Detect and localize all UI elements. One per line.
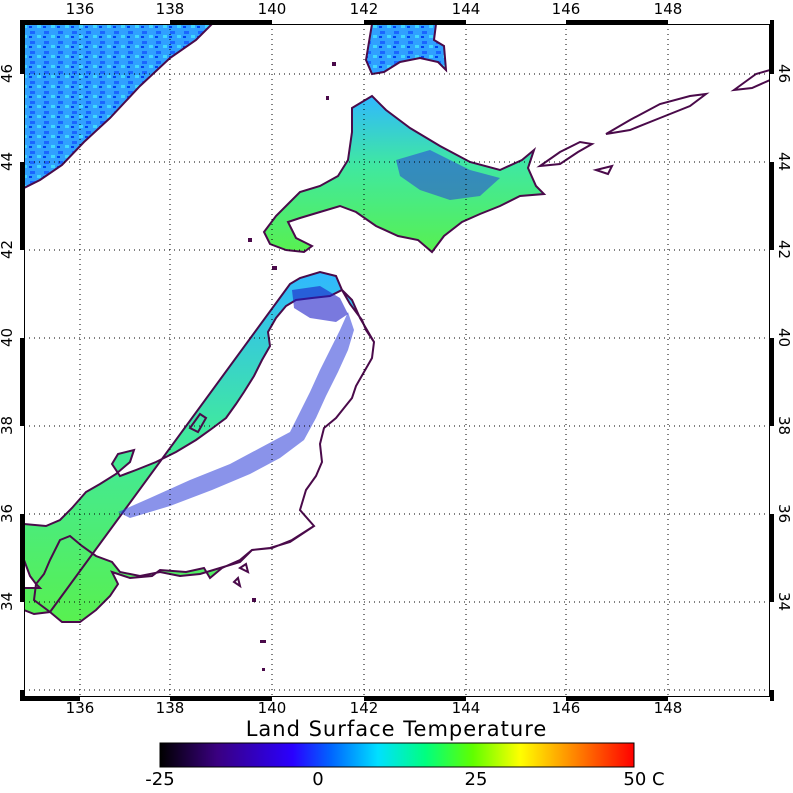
- graticule: [24, 24, 770, 697]
- left-lat-label-46: 46: [0, 63, 17, 84]
- kuril-island-3: [730, 68, 770, 92]
- right-lat-label-42: 42: [775, 239, 793, 260]
- small-island: [272, 266, 277, 270]
- north-honshu-cold: [292, 286, 348, 322]
- right-lat-label-34: 34: [775, 591, 793, 612]
- frame-tick-bars: [20, 20, 774, 701]
- colorbar-title: Land Surface Temperature: [245, 717, 548, 741]
- right-lat-label-46: 46: [775, 63, 793, 84]
- left-lat-label-34: 34: [0, 591, 17, 612]
- izu-island-1: [238, 562, 250, 574]
- izu-island-4: [260, 640, 266, 643]
- bottom-lon-label-140: 140: [257, 699, 287, 717]
- hokkaido-cold-patch: [396, 150, 500, 200]
- colorbar-label-zero: 0: [312, 769, 324, 790]
- bottom-lon-label-142: 142: [349, 699, 379, 717]
- izu-island-2: [232, 576, 242, 589]
- rebun-island: [326, 96, 329, 100]
- left-lat-label-44: 44: [0, 151, 17, 172]
- top-lon-label-142: 142: [349, 0, 379, 18]
- colorbar-label-max: 50 C: [623, 769, 665, 790]
- colorbar-label-25: 25: [464, 769, 488, 790]
- right-lat-label-44: 44: [775, 151, 793, 172]
- kuril-island-2: [605, 92, 710, 135]
- izu-island-3: [252, 598, 256, 602]
- bottom-lon-label-138: 138: [155, 699, 185, 717]
- left-lat-label-38: 38: [0, 415, 17, 436]
- top-lon-label-146: 146: [551, 0, 581, 18]
- right-lat-label-36: 36: [775, 503, 793, 524]
- top-lon-label-136: 136: [65, 0, 95, 18]
- kuril-island-4: [592, 164, 614, 176]
- honshu-landmass: [24, 270, 376, 623]
- colorbar: [159, 742, 635, 768]
- right-lat-label-38: 38: [775, 415, 793, 436]
- top-lon-label-140: 140: [257, 0, 287, 18]
- izu-island-5: [262, 668, 265, 671]
- bottom-lon-label-148: 148: [653, 699, 683, 717]
- bottom-lon-label-136: 136: [65, 699, 95, 717]
- kuril-island-1: [536, 140, 595, 168]
- sakhalin-landmass: [364, 24, 448, 76]
- honshu-cold-streak: [118, 312, 354, 518]
- colorbar-label-min: -25: [145, 769, 175, 790]
- right-lat-label-40: 40: [775, 327, 793, 348]
- left-lat-label-40: 40: [0, 327, 17, 348]
- bottom-lon-label-146: 146: [551, 699, 581, 717]
- left-lat-label-36: 36: [0, 503, 17, 524]
- mainland-asia-landmass: [24, 24, 214, 190]
- left-lat-label-42: 42: [0, 239, 17, 260]
- top-lon-label-144: 144: [451, 0, 481, 18]
- top-lon-label-138: 138: [155, 0, 185, 18]
- rishiri-island: [332, 62, 336, 66]
- top-lon-label-148: 148: [653, 0, 683, 18]
- sado-island: [188, 412, 208, 434]
- bottom-lon-label-144: 144: [451, 699, 481, 717]
- okushiri-island: [248, 238, 252, 242]
